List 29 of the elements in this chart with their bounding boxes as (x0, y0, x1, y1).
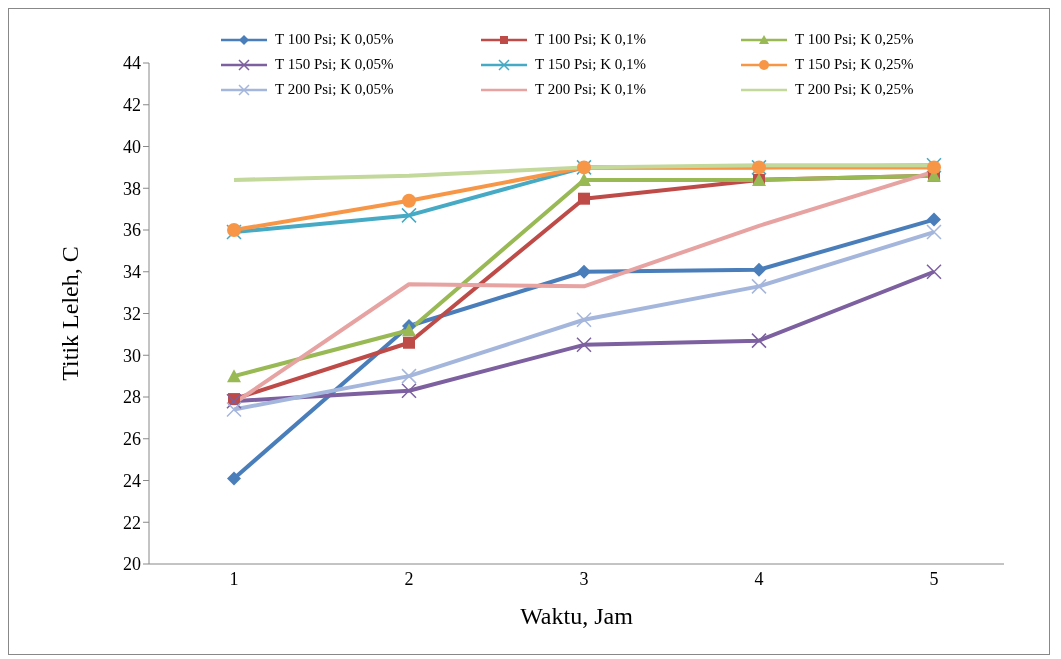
y-tick-label: 26 (123, 429, 141, 450)
legend-label: T 200 Psi; K 0,05% (275, 81, 394, 98)
x-tick-label: 5 (929, 568, 939, 589)
y-tick-label: 36 (123, 220, 141, 241)
legend-label: T 100 Psi; K 0,1% (535, 31, 646, 48)
y-axis-title: Titik Leleh, C (56, 246, 83, 381)
x-tick-label: 4 (754, 568, 764, 589)
y-tick-label: 42 (123, 95, 141, 116)
x-tick-label: 1 (229, 568, 239, 589)
y-tick-label: 24 (123, 470, 141, 491)
legend-label: T 150 Psi; K 0,05% (275, 56, 394, 73)
y-tick-label: 22 (123, 512, 141, 533)
y-tick-label: 34 (123, 262, 141, 283)
legend-label: T 150 Psi; K 0,1% (535, 56, 646, 73)
legend-label: T 150 Psi; K 0,25% (795, 56, 914, 73)
x-tick-label: 3 (579, 568, 589, 589)
legend-label: T 200 Psi; K 0,25% (795, 81, 914, 98)
y-tick-label: 20 (123, 554, 141, 575)
legend-label: T 100 Psi; K 0,05% (275, 31, 394, 48)
legend-label: T 100 Psi; K 0,25% (795, 31, 914, 48)
y-tick-label: 30 (123, 345, 141, 366)
y-tick-label: 40 (123, 136, 141, 157)
x-axis-title: Waktu, Jam (520, 603, 634, 629)
x-tick-label: 2 (404, 568, 414, 589)
y-tick-label: 44 (123, 53, 141, 74)
y-tick-label: 28 (123, 387, 141, 408)
y-tick-label: 32 (123, 303, 141, 324)
y-tick-label: 38 (123, 178, 141, 199)
legend-label: T 200 Psi; K 0,1% (535, 81, 646, 98)
